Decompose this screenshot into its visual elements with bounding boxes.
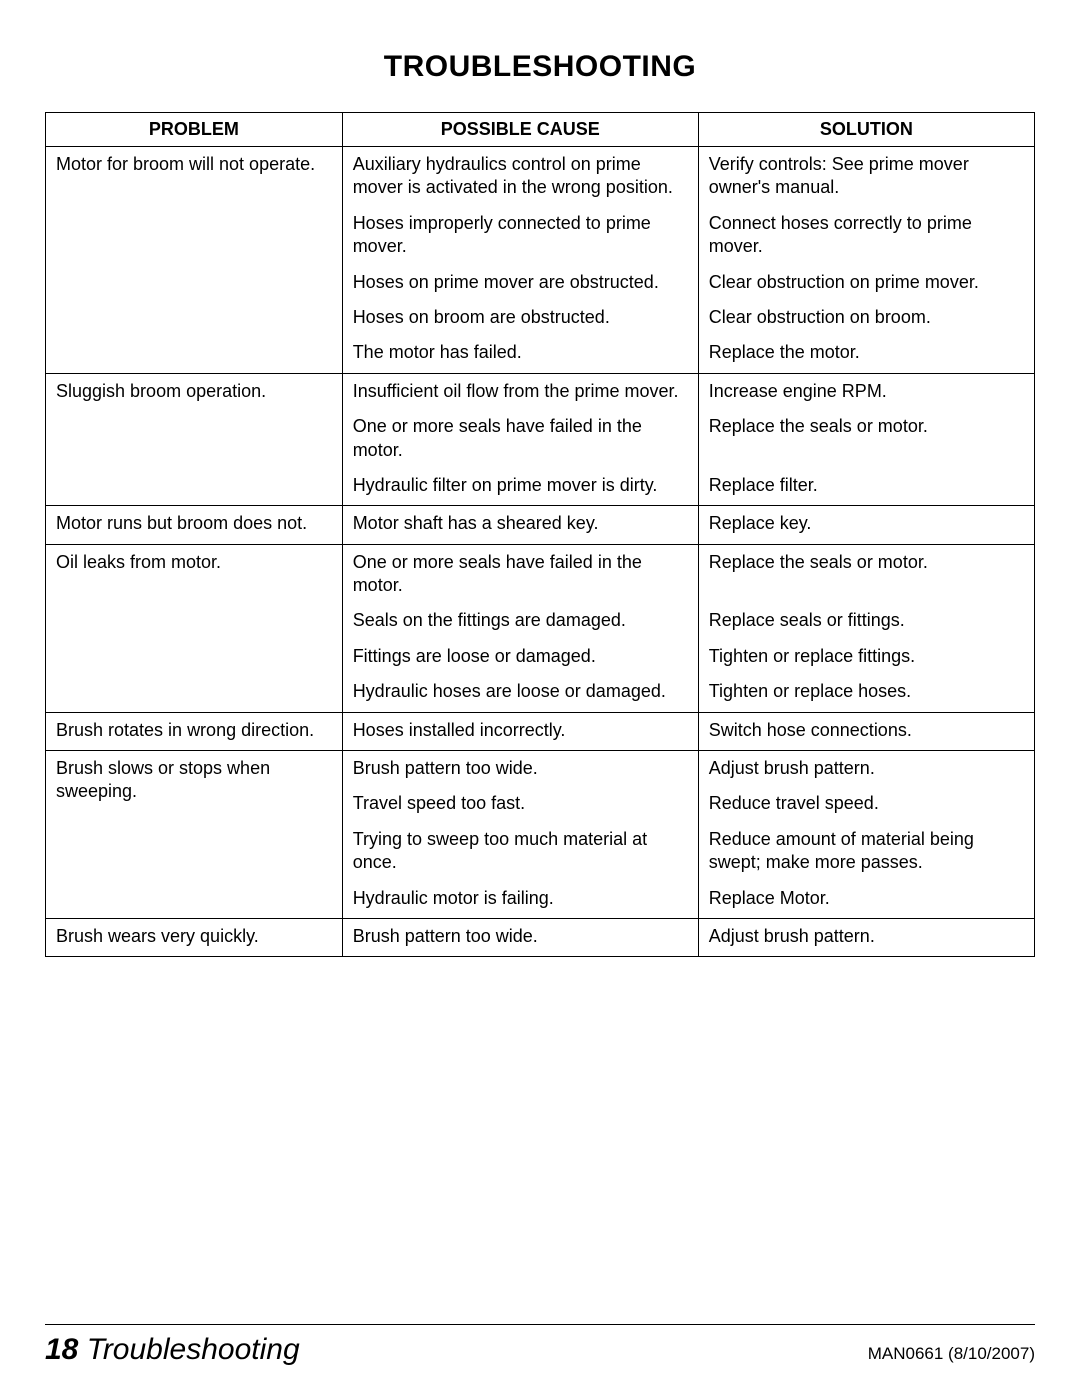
cell-solution: Verify controls: See prime mover owner's… [698,147,1034,206]
cell-cause: Hoses installed incorrectly. [342,712,698,750]
footer-section-title: Troubleshooting [87,1333,300,1366]
footer-left: 18 Troubleshooting [45,1333,300,1367]
cell-cause: One or more seals have failed in the mot… [342,544,698,603]
cell-solution: Switch hose connections. [698,712,1034,750]
cell-cause: Fittings are loose or damaged. [342,639,698,674]
cell-solution: Replace the seals or motor. [698,544,1034,603]
table-row: Motor runs but broom does not.Motor shaf… [46,506,1035,544]
table-row: Brush slows or stops when sweeping.Brush… [46,751,1035,787]
cell-solution: Replace key. [698,506,1034,544]
cell-problem: Brush rotates in wrong direction. [46,712,343,750]
cell-cause: Brush pattern too wide. [342,918,698,956]
cell-cause: Auxiliary hydraulics control on prime mo… [342,147,698,206]
cell-solution: Reduce amount of material being swept; m… [698,822,1034,881]
cell-solution: Reduce travel speed. [698,786,1034,821]
cell-solution: Adjust brush pattern. [698,918,1034,956]
cell-problem: Sluggish broom operation. [46,373,343,506]
cell-solution: Replace the seals or motor. [698,409,1034,468]
table-header-row: PROBLEM POSSIBLE CAUSE SOLUTION [46,113,1035,147]
cell-cause: Hoses improperly connected to prime move… [342,206,698,265]
cell-problem: Oil leaks from motor. [46,544,343,712]
cell-cause: Trying to sweep too much material at onc… [342,822,698,881]
table-row: Motor for broom will not operate.Auxilia… [46,147,1035,206]
cell-solution: Adjust brush pattern. [698,751,1034,787]
cell-cause: Seals on the fittings are damaged. [342,603,698,638]
troubleshooting-table: PROBLEM POSSIBLE CAUSE SOLUTION Motor fo… [45,112,1035,957]
cell-cause: Hydraulic filter on prime mover is dirty… [342,468,698,506]
cell-solution: Clear obstruction on broom. [698,300,1034,335]
cell-solution: Replace seals or fittings. [698,603,1034,638]
cell-cause: Hoses on prime mover are obstructed. [342,265,698,300]
table-row: Oil leaks from motor.One or more seals h… [46,544,1035,603]
cell-cause: Insufficient oil flow from the prime mov… [342,373,698,409]
cell-cause: Travel speed too fast. [342,786,698,821]
cell-solution: Tighten or replace fittings. [698,639,1034,674]
cell-cause: Motor shaft has a sheared key. [342,506,698,544]
cell-problem: Motor for broom will not operate. [46,147,343,374]
cell-problem: Brush slows or stops when sweeping. [46,751,343,919]
page-title: TROUBLESHOOTING [45,50,1035,84]
cell-solution: Increase engine RPM. [698,373,1034,409]
table-row: Sluggish broom operation.Insufficient oi… [46,373,1035,409]
table-row: Brush wears very quickly.Brush pattern t… [46,918,1035,956]
table-row: Brush rotates in wrong direction.Hoses i… [46,712,1035,750]
col-header-problem: PROBLEM [46,113,343,147]
footer-page-number: 18 [45,1333,78,1366]
cell-solution: Replace filter. [698,468,1034,506]
col-header-solution: SOLUTION [698,113,1034,147]
page-footer: 18 Troubleshooting MAN0661 (8/10/2007) [45,1324,1035,1367]
cell-solution: Tighten or replace hoses. [698,674,1034,712]
cell-solution: Replace Motor. [698,881,1034,919]
cell-solution: Clear obstruction on prime mover. [698,265,1034,300]
cell-cause: The motor has failed. [342,335,698,373]
cell-cause: Brush pattern too wide. [342,751,698,787]
cell-cause: Hydraulic motor is failing. [342,881,698,919]
cell-solution: Replace the motor. [698,335,1034,373]
col-header-cause: POSSIBLE CAUSE [342,113,698,147]
footer-doc-id: MAN0661 (8/10/2007) [868,1344,1035,1364]
cell-cause: Hoses on broom are obstructed. [342,300,698,335]
cell-problem: Brush wears very quickly. [46,918,343,956]
cell-cause: One or more seals have failed in the mot… [342,409,698,468]
cell-problem: Motor runs but broom does not. [46,506,343,544]
cell-solution: Connect hoses correctly to prime mover. [698,206,1034,265]
cell-cause: Hydraulic hoses are loose or damaged. [342,674,698,712]
